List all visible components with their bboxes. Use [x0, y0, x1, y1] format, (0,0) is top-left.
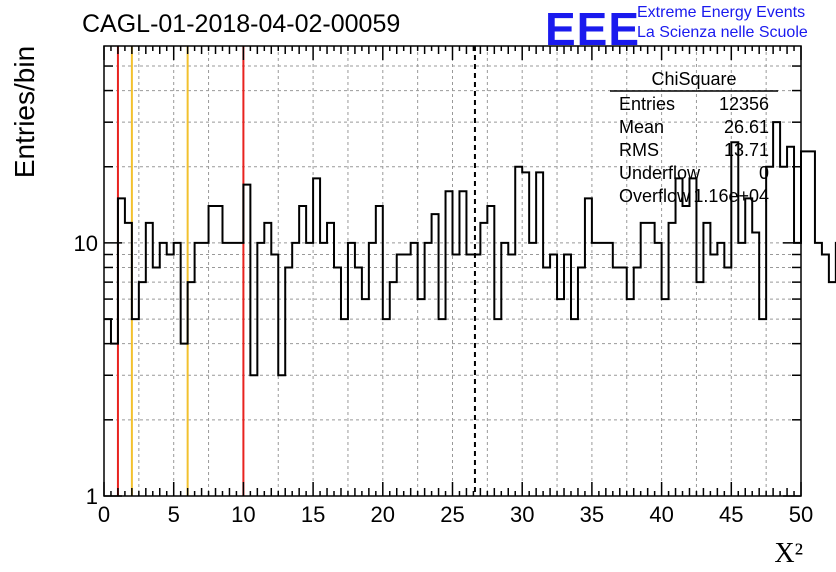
x-tick-label: 25	[440, 502, 464, 527]
x-tick-label: 0	[98, 502, 110, 527]
stats-value: 0	[759, 163, 769, 183]
x-tick-label: 50	[789, 502, 813, 527]
stats-label: Underflow	[619, 163, 701, 183]
stats-title: ChiSquare	[651, 69, 736, 89]
x-tick-label: 15	[301, 502, 325, 527]
logo-subtitle-2: La Scienza nelle Scuole	[637, 24, 808, 41]
stats-box: ChiSquare Entries 12356 Mean 26.61 RMS 13.71 Un…	[610, 69, 778, 206]
x-tick-label: 40	[649, 502, 673, 527]
logo-subtitle-1: Extreme Energy Events	[637, 4, 806, 21]
y-tick-label: 1	[86, 484, 98, 509]
x-tick-label: 35	[580, 502, 604, 527]
chart-marks	[116, 46, 476, 496]
x-tick-label: 30	[510, 502, 534, 527]
x-tick-label: 10	[231, 502, 255, 527]
x-tick-label: 45	[719, 502, 743, 527]
stats-label: Mean	[619, 117, 664, 137]
stats-value: 13.71	[724, 140, 769, 160]
x-tick-label: 5	[168, 502, 180, 527]
stats-value: 26.61	[724, 117, 769, 137]
y-axis-label: Entries/bin	[9, 46, 40, 178]
stats-label: Overflow	[619, 186, 691, 206]
stats-value: 1.16e+04	[693, 186, 769, 206]
stats-label: Entries	[619, 94, 675, 114]
axes: 0 5 10 15 20 25 30 35 40 45 50 1 10	[74, 46, 813, 527]
chart-title: CAGL-01-2018-04-02-00059	[82, 10, 401, 38]
stats-label: RMS	[619, 140, 659, 160]
stats-value: 12356	[719, 94, 769, 114]
x-tick-label: 20	[371, 502, 395, 527]
y-tick-label: 10	[74, 231, 98, 256]
x-axis-label: X²	[774, 538, 803, 569]
